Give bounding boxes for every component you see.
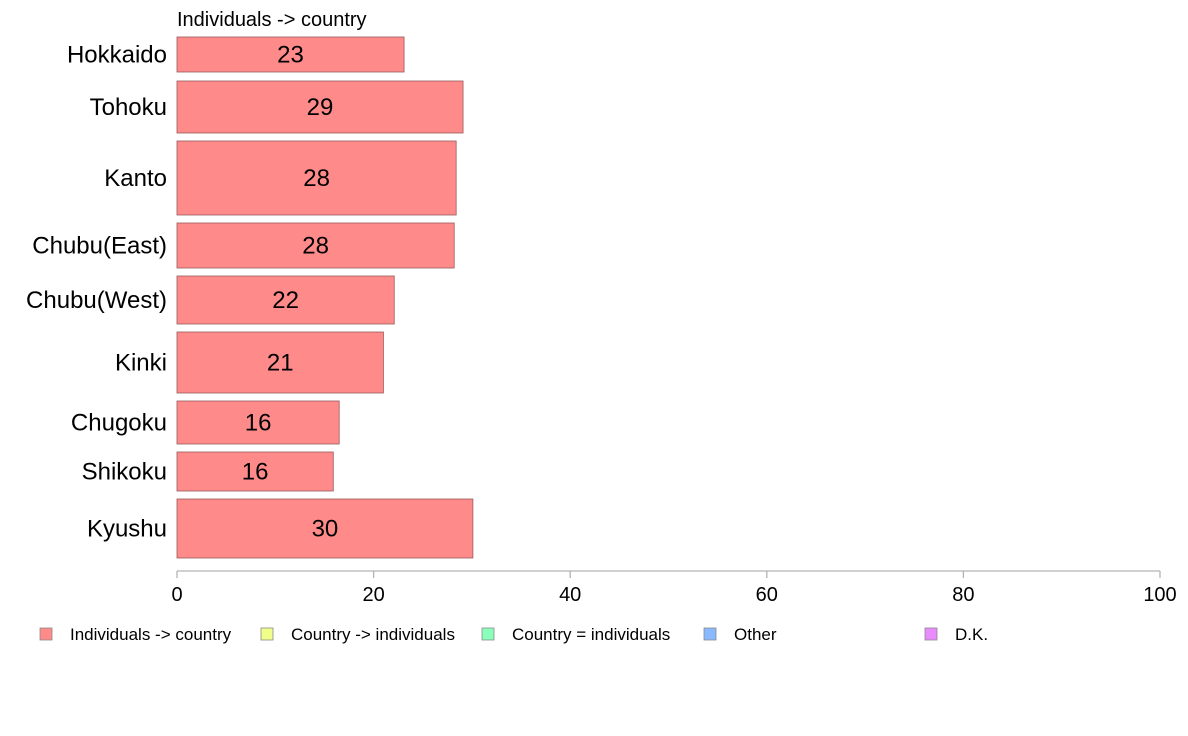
- category-label-shikoku: Shikoku: [82, 459, 167, 486]
- category-label-chubu-west: Chubu(West): [26, 287, 167, 314]
- bar-shikoku: [176, 451, 334, 492]
- x-axis: 0 20 40 60 80 100: [171, 570, 1177, 606]
- bar-value-label-chugoku: 16: [245, 410, 272, 437]
- bar-kyushu: [176, 498, 474, 559]
- bar-value-label-tohoku: 29: [307, 94, 334, 121]
- legend-label-country-individuals: Country -> individuals: [291, 625, 455, 644]
- x-tick-label: 20: [362, 584, 384, 606]
- legend-label-d-k: D.K.: [955, 625, 988, 644]
- bar-value-label-kanto: 28: [303, 165, 330, 192]
- category-label-kinki: Kinki: [115, 350, 167, 377]
- category-label-hokkaido: Hokkaido: [67, 42, 167, 69]
- x-tick-label: 80: [952, 584, 974, 606]
- legend-label-country-individuals: Country = individuals: [512, 625, 670, 644]
- panel-label: Individuals -> country: [177, 9, 367, 31]
- bar-hokkaido: [176, 36, 405, 73]
- category-label-chubu-east: Chubu(East): [32, 233, 167, 260]
- bar-value-label-kyushu: 30: [312, 516, 339, 543]
- category-label-chugoku: Chugoku: [71, 410, 167, 437]
- bar-value-label-chubu-west: 22: [272, 287, 299, 314]
- legend-label-individuals-country: Individuals -> country: [70, 625, 232, 644]
- legend-swatch-individuals-country: [39, 627, 53, 641]
- legend-swatch-country-individuals: [481, 627, 495, 641]
- category-label-tohoku: Tohoku: [90, 94, 167, 121]
- bar-chubu-west: [176, 275, 395, 325]
- legend-swatch-country-individuals: [260, 627, 274, 641]
- category-label-kyushu: Kyushu: [87, 516, 167, 543]
- legend-label-other: Other: [734, 625, 777, 644]
- bar-chubu-east: [176, 222, 455, 269]
- bar-value-label-kinki: 21: [267, 350, 294, 377]
- bar-kinki: [176, 331, 384, 394]
- bar-value-label-hokkaido: 23: [277, 42, 304, 69]
- bar-tohoku: [176, 80, 464, 134]
- category-label-kanto: Kanto: [104, 165, 167, 192]
- bar-chugoku: [176, 400, 340, 445]
- legend: Individuals -> country Country -> individ…: [39, 625, 988, 644]
- x-tick-label: 60: [756, 584, 778, 606]
- bar-value-label-shikoku: 16: [242, 459, 269, 486]
- x-tick-label: 100: [1143, 584, 1176, 606]
- category-labels: Hokkaido Tohoku Kanto Chubu(East) Chubu(West…: [26, 42, 167, 543]
- bar-kanto: [176, 140, 457, 216]
- legend-swatch-d-k: [924, 627, 938, 641]
- bars: [176, 36, 474, 559]
- bar-value-label-chubu-east: 28: [302, 233, 329, 260]
- x-tick-label: 0: [171, 584, 182, 606]
- legend-swatch-other: [703, 627, 717, 641]
- x-tick-label: 40: [559, 584, 581, 606]
